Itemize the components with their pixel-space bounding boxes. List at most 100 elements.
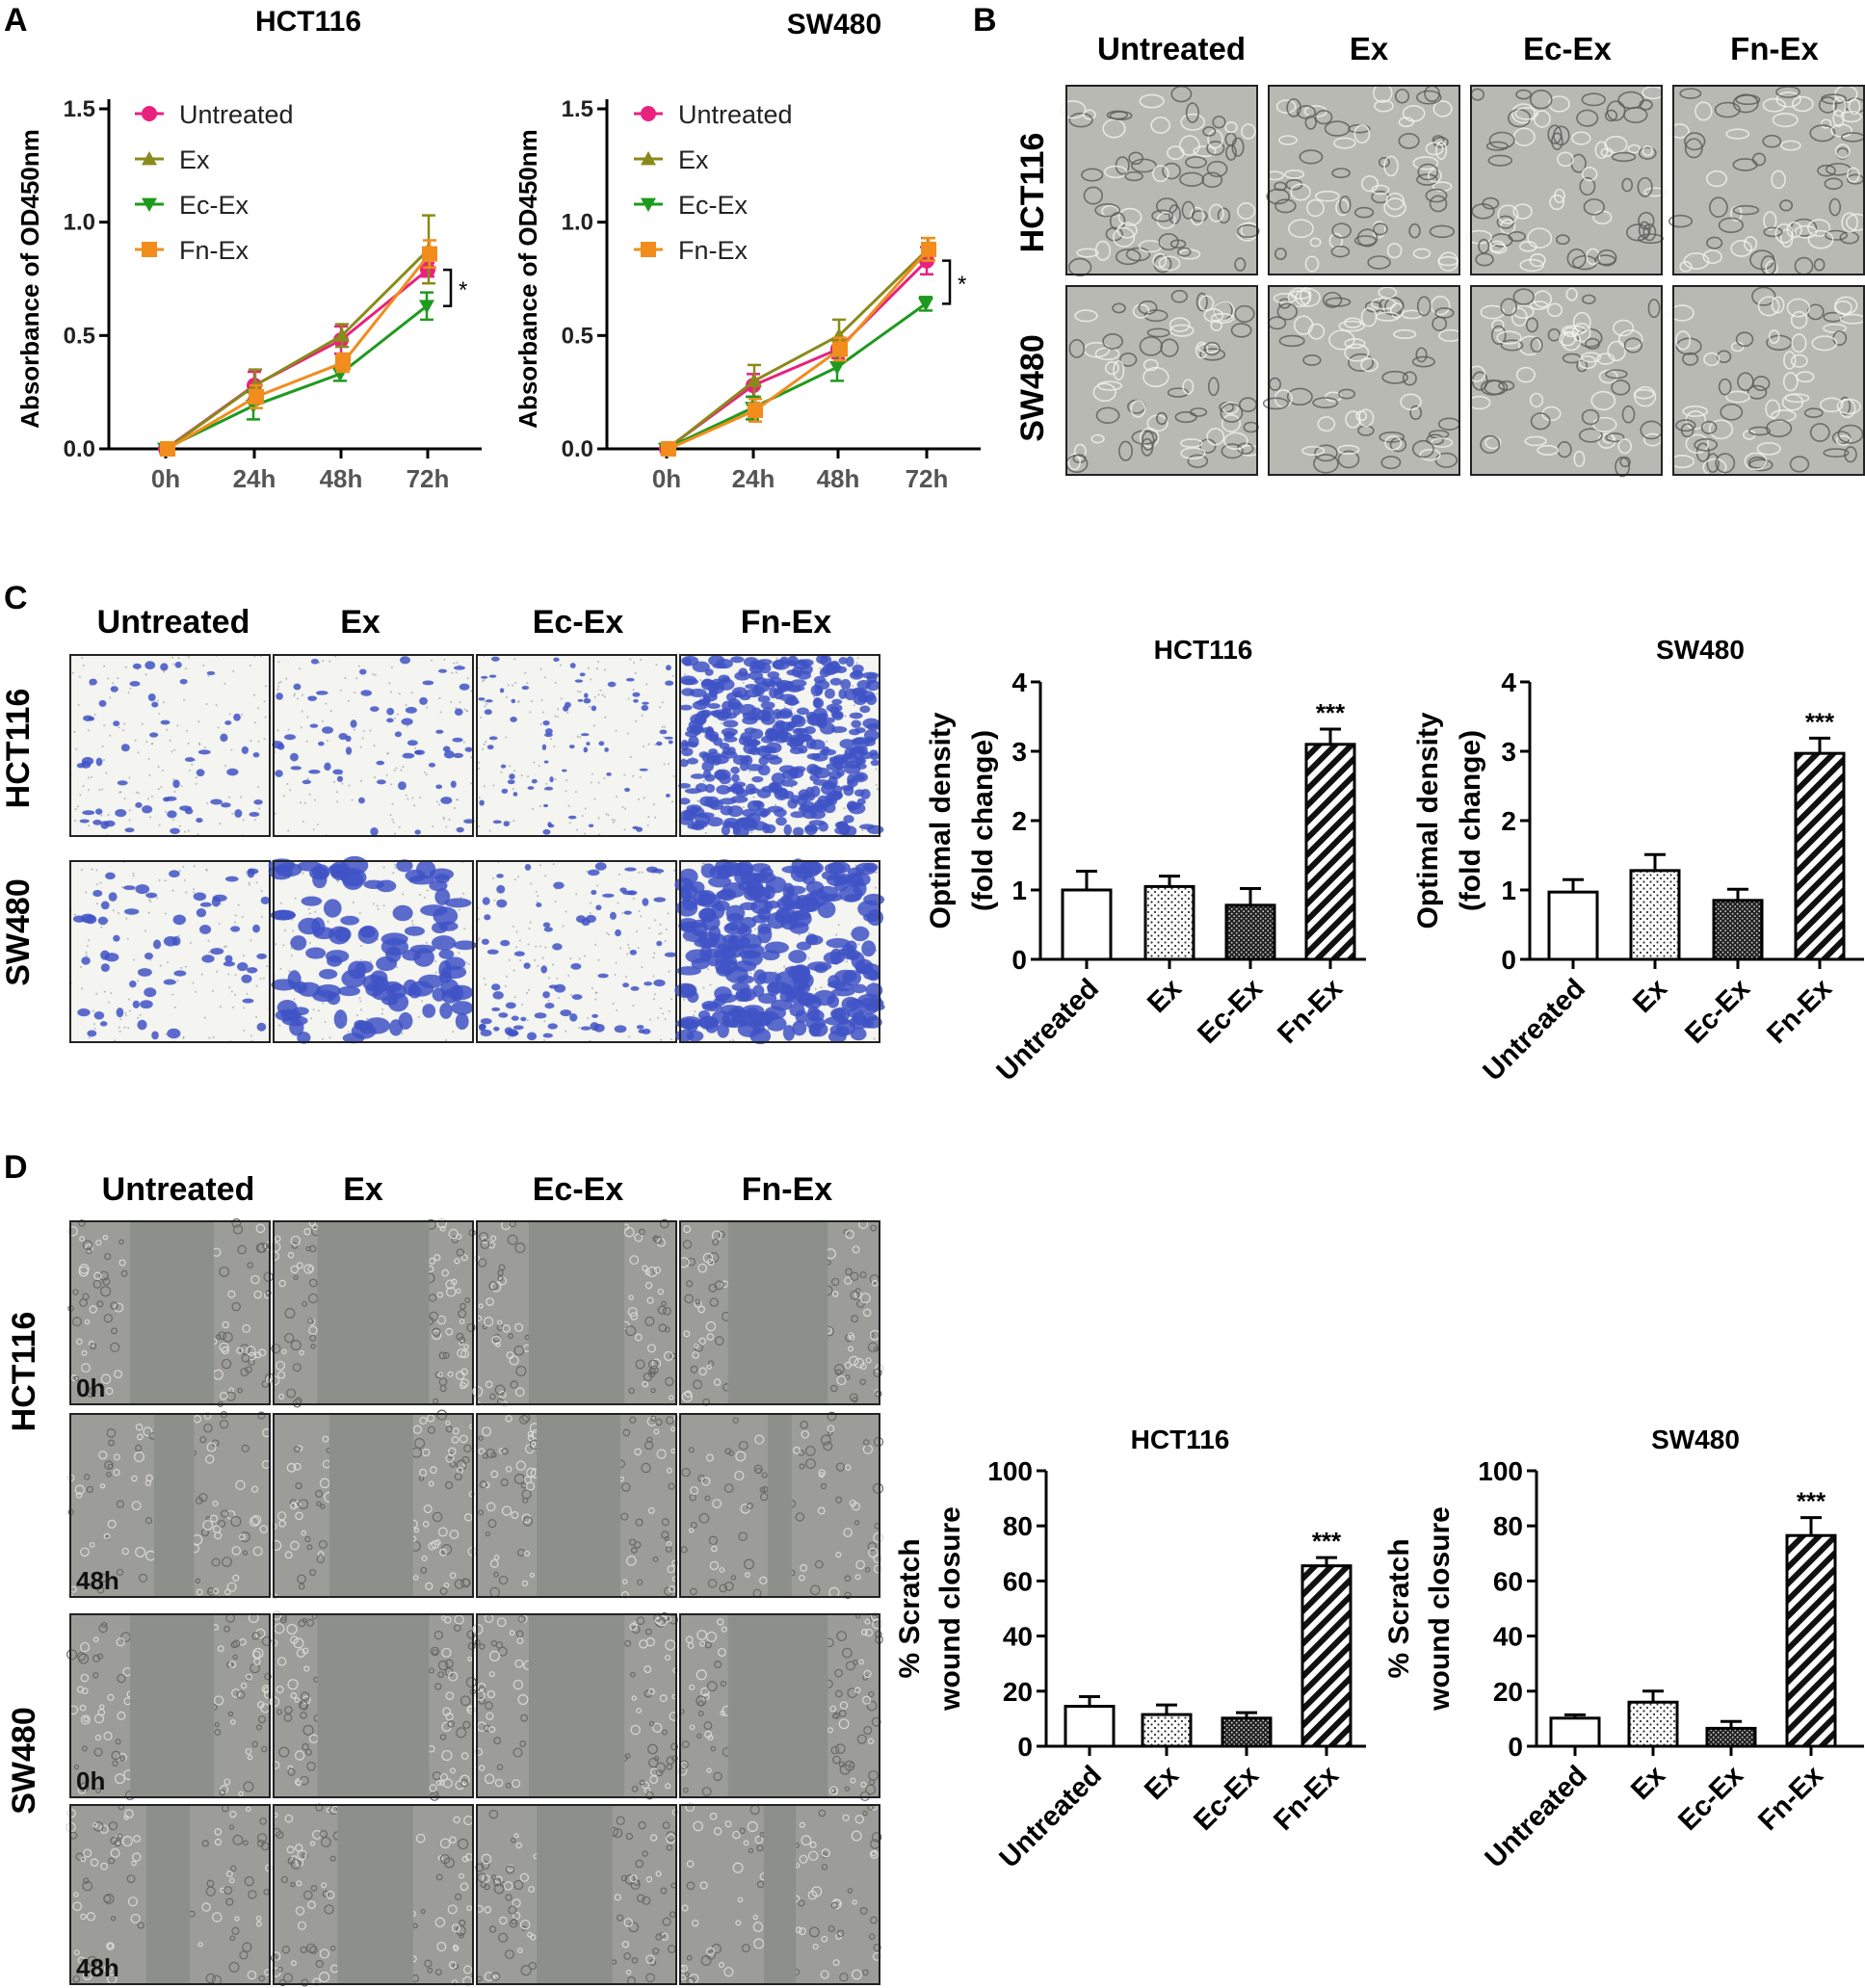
cell: [649, 1834, 658, 1842]
pore: [654, 919, 657, 922]
cell: [709, 1297, 719, 1307]
cell: [82, 1880, 93, 1892]
stained-cell: [715, 955, 738, 967]
cell: [1706, 236, 1723, 249]
cell: [1386, 243, 1403, 259]
cell: [485, 1530, 491, 1537]
cell: [527, 1430, 535, 1438]
stained-cell: [726, 934, 751, 949]
cell: [512, 1779, 521, 1789]
cell: [83, 1877, 90, 1884]
marker-square: [921, 241, 936, 257]
cell: [436, 1292, 443, 1298]
micrograph-b-hct116-3: [1668, 85, 1865, 276]
cell: [696, 1733, 702, 1740]
pore: [570, 994, 573, 997]
pore: [435, 800, 438, 803]
stained-cell: [765, 824, 776, 834]
cell: [86, 1247, 92, 1254]
cell: [111, 1327, 118, 1335]
cell: [730, 1575, 737, 1581]
stained-cell: [800, 860, 825, 876]
cell: [1705, 170, 1728, 188]
stained-cell: [796, 941, 812, 951]
stained-cell: [376, 779, 386, 785]
cell: [430, 1466, 437, 1475]
pore: [132, 872, 135, 875]
cell: [114, 1370, 123, 1379]
cell: [1138, 300, 1158, 315]
cell: [300, 1775, 309, 1786]
cell: [253, 1658, 261, 1665]
cell: [645, 1954, 655, 1964]
cell: [319, 1478, 330, 1489]
pore: [165, 810, 168, 813]
pore: [478, 937, 481, 940]
cell: [637, 1579, 644, 1585]
pore: [535, 945, 538, 948]
pore: [616, 1008, 618, 1011]
cell: [493, 1571, 499, 1578]
group-header-untreated: Untreated: [1097, 31, 1246, 66]
cell: [488, 1671, 495, 1678]
wound-gap: [328, 1414, 413, 1597]
cell: [795, 1512, 805, 1522]
cell: [309, 1946, 318, 1954]
cell: [1807, 229, 1834, 249]
cell: [1768, 329, 1780, 344]
cell: [1398, 117, 1415, 128]
cell: [855, 1299, 865, 1308]
stained-cell: [308, 769, 321, 774]
stained-cell: [786, 655, 799, 667]
cell: [290, 1340, 302, 1351]
cell: [1090, 433, 1105, 444]
cell: [446, 1287, 457, 1297]
stained-cell: [512, 1025, 524, 1031]
cell: [508, 1333, 514, 1339]
cell: [850, 1777, 856, 1784]
cell: [428, 1294, 437, 1302]
cell: [498, 1448, 505, 1454]
cell: [682, 1787, 689, 1793]
cell: [683, 1225, 692, 1234]
stained-cell: [290, 766, 302, 771]
stained-cell: [591, 889, 597, 896]
pore: [855, 662, 858, 665]
cell: [1571, 131, 1591, 145]
stained-cell: [803, 725, 816, 735]
cell: [413, 1528, 420, 1533]
stained-cell: [870, 759, 880, 767]
cell: [305, 1245, 311, 1252]
pore: [442, 816, 445, 819]
cell: [703, 1721, 713, 1731]
pore: [426, 889, 429, 892]
cell: [821, 1864, 828, 1870]
tile-border: [273, 1220, 474, 1405]
pore: [683, 998, 686, 1001]
pore: [118, 1030, 121, 1033]
cell: [107, 1519, 117, 1529]
cell: [1339, 196, 1352, 214]
pore: [565, 779, 568, 782]
cell: [1371, 297, 1397, 310]
stained-cell: [836, 1019, 856, 1035]
cell: [1809, 124, 1836, 143]
cell: [86, 1912, 96, 1922]
pore: [203, 746, 206, 748]
significance-bracket: [443, 268, 453, 307]
stained-cell: [854, 756, 866, 766]
stained-cell: [336, 775, 344, 782]
stained-cell: [347, 960, 367, 980]
pore: [597, 817, 600, 820]
cell: [232, 1574, 240, 1582]
cell: [440, 1615, 447, 1621]
cell: [212, 1587, 220, 1595]
cell: [478, 1686, 486, 1693]
y-axis-label: Absorbance of OD450nm: [15, 129, 44, 429]
cell: [412, 1425, 422, 1434]
pore: [875, 949, 878, 952]
stained-cell: [490, 656, 500, 662]
cell: [276, 1686, 284, 1694]
pore: [322, 660, 325, 663]
pore: [101, 788, 104, 791]
